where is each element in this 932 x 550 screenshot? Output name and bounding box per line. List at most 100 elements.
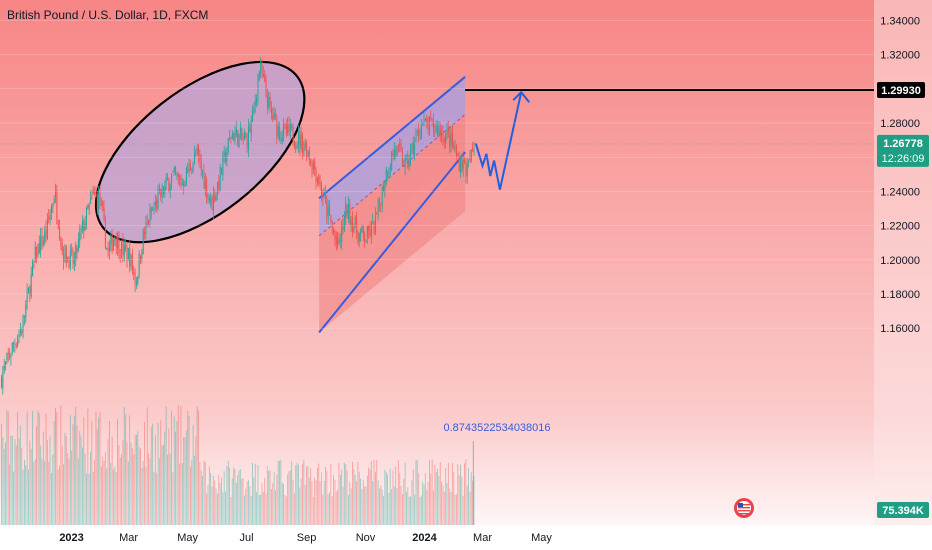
candle-body <box>225 152 227 163</box>
volume-bar <box>229 467 230 525</box>
candle-body <box>145 223 147 235</box>
volume-bar <box>407 487 409 525</box>
candle-body <box>445 134 447 144</box>
candle-body <box>102 200 104 211</box>
volume-bar <box>295 465 297 525</box>
volume-bar <box>285 496 287 525</box>
candle-body <box>14 344 16 346</box>
volume-bar <box>185 430 187 525</box>
candle-body <box>60 238 62 246</box>
candle-body <box>56 190 58 219</box>
last-price-tag <box>877 134 929 167</box>
volume-bar <box>399 472 401 525</box>
candle-body <box>142 230 144 254</box>
candle-body <box>71 249 73 252</box>
volume-bar <box>156 473 158 525</box>
volume-bar <box>73 415 75 525</box>
candle-body <box>133 271 135 274</box>
volume-bar <box>222 492 224 525</box>
volume-bar <box>168 428 170 525</box>
candle-body <box>345 203 347 218</box>
volume-bar <box>141 468 143 525</box>
candle-body <box>387 170 389 176</box>
x-tick-label: 2023 <box>59 532 83 544</box>
candle-body <box>241 127 243 138</box>
candle-body <box>146 222 148 223</box>
volume-bar <box>82 447 83 525</box>
volume-bar <box>326 470 328 525</box>
volume-bar <box>55 407 56 525</box>
volume-bar <box>87 408 89 525</box>
volume-bar <box>231 478 233 525</box>
volume-bar <box>380 485 382 525</box>
volume-bar <box>40 445 42 525</box>
candle-body <box>429 117 430 132</box>
volume-bar <box>468 467 469 525</box>
volume-bar <box>192 424 194 525</box>
candle-body <box>2 372 4 388</box>
candle-body <box>298 132 299 145</box>
symbol-title[interactable]: British Pound / U.S. Dollar, 1D, FXCM <box>7 8 209 22</box>
candle-body <box>441 132 443 135</box>
candle-body <box>465 164 467 175</box>
candle-body <box>288 123 290 134</box>
volume-bar <box>198 410 199 525</box>
volume-bar <box>180 406 182 525</box>
candle-body <box>36 246 38 257</box>
volume-bar <box>288 471 290 525</box>
candle-body <box>287 124 289 132</box>
volume-bar <box>262 491 264 525</box>
volume-bar <box>234 468 236 525</box>
volume-bar <box>419 497 421 525</box>
volume-bar <box>217 493 218 525</box>
volume-bar <box>204 462 206 525</box>
candle-body <box>338 238 340 244</box>
volume-bar <box>45 413 47 525</box>
volume-bar <box>163 444 164 525</box>
volume-bar <box>237 475 239 525</box>
volume-bar <box>377 480 379 525</box>
volume-bar <box>154 435 156 525</box>
volume-bar <box>238 470 240 525</box>
volume-bar <box>187 411 189 525</box>
candle-body <box>442 131 444 142</box>
candle-body <box>57 220 59 229</box>
last-price-text: 1.26778 <box>883 138 923 150</box>
time-axis[interactable]: 2023 Mar May Jul Sep Nov 2024 Mar May <box>59 532 552 544</box>
candle-body <box>289 125 291 133</box>
volume-bar <box>342 486 344 525</box>
candle-body <box>415 135 417 141</box>
channel-lower-line <box>318 151 466 334</box>
volume-bar <box>161 445 163 525</box>
candle-body <box>283 124 285 137</box>
candle-body <box>179 175 181 179</box>
volume-bar <box>364 486 366 525</box>
projection-line <box>474 91 523 190</box>
candle-body <box>292 125 294 142</box>
volume-bar <box>445 467 447 525</box>
volume-bar <box>109 421 110 525</box>
volume-bar <box>249 485 251 525</box>
price-axis[interactable]: 1.340001.320001.300001.280001.260001.240… <box>0 15 920 335</box>
candle-body <box>177 173 179 177</box>
projection-path[interactable] <box>474 90 530 190</box>
candle-body <box>227 138 229 153</box>
candle-body <box>329 205 331 216</box>
volume-bar <box>26 411 28 525</box>
volume-bar <box>76 425 78 525</box>
candle-body <box>64 245 66 262</box>
candle-body <box>397 144 399 146</box>
candle-body <box>51 207 52 214</box>
candle-body <box>439 129 441 136</box>
candle-body <box>75 245 77 259</box>
volume-bar <box>318 463 320 525</box>
volume-bar <box>29 440 31 525</box>
volume-bar <box>199 462 201 525</box>
volume-bar <box>470 472 472 525</box>
candle-body <box>254 101 256 105</box>
candle-body <box>264 75 266 82</box>
volume-bar <box>122 440 124 525</box>
candle-body <box>49 214 51 221</box>
volume-bar <box>427 481 429 525</box>
